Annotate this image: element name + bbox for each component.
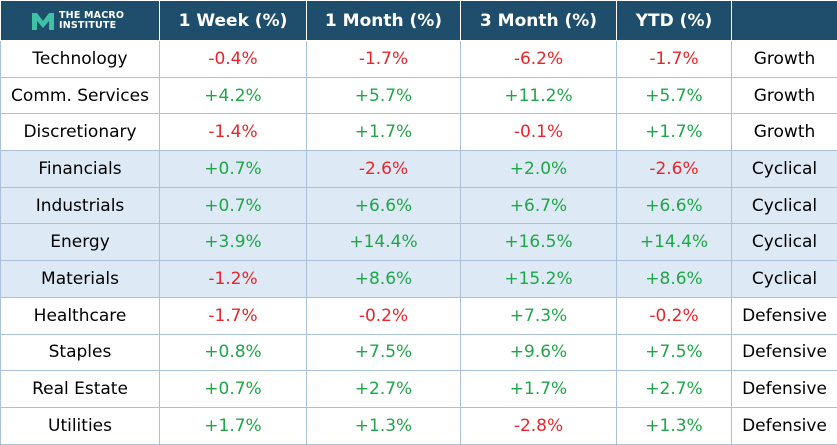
return-cell: +14.4% [617,224,732,261]
return-cell: -0.2% [307,297,461,334]
return-cell: +1.3% [617,407,732,444]
return-cell: -0.2% [617,297,732,334]
table-row: Technology-0.4%-1.7%-6.2%-1.7%Growth [1,41,837,78]
return-cell: +6.6% [617,187,732,224]
return-cell: -1.4% [160,114,307,151]
return-cell: +0.7% [160,371,307,408]
return-cell: +5.7% [307,77,461,114]
return-cell: -1.7% [307,41,461,78]
header-row: THE MACRO INSTITUTE 1 Week (%)1 Month (%… [1,1,837,41]
return-cell: +2.7% [307,371,461,408]
sector-name: Energy [1,224,160,261]
return-cell: -2.6% [617,151,732,188]
table-row: Discretionary-1.4%+1.7%-0.1%+1.7%Growth [1,114,837,151]
sector-name: Healthcare [1,297,160,334]
sector-name: Technology [1,41,160,78]
sector-name: Real Estate [1,371,160,408]
table-row: Utilities+1.7%+1.3%-2.8%+1.3%Defensive [1,407,837,444]
return-cell: +3.9% [160,224,307,261]
return-cell: -0.4% [160,41,307,78]
sector-group: Cyclical [732,261,837,298]
sector-group: Growth [732,114,837,151]
sector-name: Comm. Services [1,77,160,114]
return-cell: -6.2% [461,41,617,78]
return-cell: +1.3% [307,407,461,444]
return-cell: +14.4% [307,224,461,261]
return-cell: +11.2% [461,77,617,114]
return-cell: +5.7% [617,77,732,114]
sector-group: Defensive [732,297,837,334]
logo-line: INSTITUTE [59,21,124,31]
return-cell: -2.6% [307,151,461,188]
table-row: Financials+0.7%-2.6%+2.0%-2.6%Cyclical [1,151,837,188]
table-row: Energy+3.9%+14.4%+16.5%+14.4%Cyclical [1,224,837,261]
return-cell: -1.7% [617,41,732,78]
return-cell: +2.7% [617,371,732,408]
sector-group: Growth [732,77,837,114]
sector-name: Materials [1,261,160,298]
column-header [732,1,837,41]
sector-name: Discretionary [1,114,160,151]
return-cell: +8.6% [307,261,461,298]
return-cell: -2.8% [461,407,617,444]
table-row: Materials-1.2%+8.6%+15.2%+8.6%Cyclical [1,261,837,298]
return-cell: +1.7% [160,407,307,444]
logo-cell: THE MACRO INSTITUTE [1,1,160,41]
column-header: YTD (%) [617,1,732,41]
return-cell: -1.7% [160,297,307,334]
table-row: Real Estate+0.7%+2.7%+1.7%+2.7%Defensive [1,371,837,408]
return-cell: +15.2% [461,261,617,298]
return-cell: +4.2% [160,77,307,114]
return-cell: +7.5% [617,334,732,371]
sector-group: Defensive [732,334,837,371]
return-cell: +1.7% [461,371,617,408]
logo-icon [31,11,55,31]
table-row: Healthcare-1.7%-0.2%+7.3%-0.2%Defensive [1,297,837,334]
sector-name: Utilities [1,407,160,444]
table-row: Comm. Services+4.2%+5.7%+11.2%+5.7%Growt… [1,77,837,114]
return-cell: +7.5% [307,334,461,371]
return-cell: +6.6% [307,187,461,224]
return-cell: -0.1% [461,114,617,151]
return-cell: +0.7% [160,151,307,188]
sector-name: Staples [1,334,160,371]
return-cell: +1.7% [617,114,732,151]
table-row: Industrials+0.7%+6.6%+6.7%+6.6%Cyclical [1,187,837,224]
column-header: 1 Month (%) [307,1,461,41]
column-header: 1 Week (%) [160,1,307,41]
sector-group: Defensive [732,407,837,444]
table-row: Staples+0.8%+7.5%+9.6%+7.5%Defensive [1,334,837,371]
return-cell: +0.7% [160,187,307,224]
sector-group: Cyclical [732,224,837,261]
sector-group: Defensive [732,371,837,408]
return-cell: +7.3% [461,297,617,334]
sector-name: Financials [1,151,160,188]
sector-group: Growth [732,41,837,78]
return-cell: +9.6% [461,334,617,371]
return-cell: +1.7% [307,114,461,151]
sector-group: Cyclical [732,187,837,224]
return-cell: +0.8% [160,334,307,371]
return-cell: +16.5% [461,224,617,261]
return-cell: +2.0% [461,151,617,188]
sector-name: Industrials [1,187,160,224]
column-header: 3 Month (%) [461,1,617,41]
logo: THE MACRO INSTITUTE [1,11,159,31]
return-cell: -1.2% [160,261,307,298]
return-cell: +8.6% [617,261,732,298]
return-cell: +6.7% [461,187,617,224]
sector-group: Cyclical [732,151,837,188]
logo-line: THE MACRO [59,11,124,21]
